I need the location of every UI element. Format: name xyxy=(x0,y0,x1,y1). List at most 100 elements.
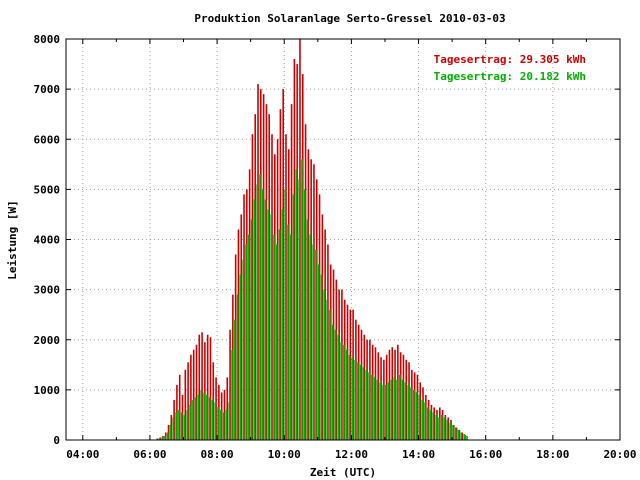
bar-series-2 xyxy=(460,432,463,440)
y-tick-label: 6000 xyxy=(34,133,61,146)
bar-series-2 xyxy=(368,372,370,440)
bar-series-2 xyxy=(455,427,457,440)
bar-series-2 xyxy=(192,399,194,440)
bar-series-2 xyxy=(365,369,368,440)
bar-series-2 xyxy=(438,417,440,440)
bar-series-2 xyxy=(393,377,396,440)
bar-series-2 xyxy=(443,417,446,440)
bar-series-2 xyxy=(169,424,172,440)
bar-series-1 xyxy=(209,337,212,440)
y-tick-label: 1000 xyxy=(34,384,61,397)
bar-series-2 xyxy=(399,374,401,440)
bar-series-2 xyxy=(183,414,186,440)
bar-series-2 xyxy=(234,319,236,440)
bar-series-2 xyxy=(197,394,200,440)
bar-series-1 xyxy=(192,349,195,440)
bar-series-2 xyxy=(435,414,438,440)
bar-series-2 xyxy=(222,412,225,440)
y-tick-label: 0 xyxy=(53,434,60,447)
bar-series-2 xyxy=(379,382,382,440)
x-axis-label: Zeit (UTC) xyxy=(310,466,376,479)
x-tick-label: 12:00 xyxy=(335,448,368,461)
bar-series-2 xyxy=(292,194,295,440)
bar-series-2 xyxy=(427,407,429,440)
bar-series-2 xyxy=(203,392,205,440)
bar-series-2 xyxy=(225,409,228,440)
bar-series-2 xyxy=(432,412,435,440)
bar-series-2 xyxy=(351,357,354,440)
y-tick-label: 2000 xyxy=(34,334,61,347)
bar-series-1 xyxy=(178,374,181,440)
bar-series-2 xyxy=(267,209,270,440)
bar-series-2 xyxy=(340,342,342,440)
bar-series-2 xyxy=(250,219,253,440)
bar-series-2 xyxy=(348,354,351,440)
bar-series-2 xyxy=(424,402,426,440)
bar-series-2 xyxy=(315,249,317,440)
bar-series-2 xyxy=(418,394,421,440)
bar-series-2 xyxy=(220,409,222,440)
bar-series-2 xyxy=(284,189,286,440)
bar-series-1 xyxy=(226,377,229,440)
bar-series-2 xyxy=(320,274,323,440)
x-tick-label: 08:00 xyxy=(201,448,234,461)
bar-series-1 xyxy=(195,344,198,440)
bar-series-2 xyxy=(410,387,412,440)
bar-series-2 xyxy=(214,402,217,440)
bar-series-2 xyxy=(382,384,384,440)
bar-series-2 xyxy=(264,199,267,440)
bar-series-2 xyxy=(236,294,239,440)
bar-series-2 xyxy=(309,234,312,440)
bar-series-2 xyxy=(281,209,284,440)
bar-series-2 xyxy=(253,199,256,440)
bar-series-2 xyxy=(303,189,306,440)
bar-series-2 xyxy=(463,433,465,440)
bar-series-2 xyxy=(189,404,191,440)
bar-series-2 xyxy=(326,299,328,440)
bar-series-2 xyxy=(228,402,231,440)
x-tick-label: 10:00 xyxy=(268,448,301,461)
bar-series-1 xyxy=(198,334,201,440)
bar-series-2 xyxy=(331,324,334,440)
y-tick-label: 8000 xyxy=(34,33,61,46)
bar-series-2 xyxy=(457,429,460,440)
bar-series-1 xyxy=(204,342,206,440)
bar-series-2 xyxy=(371,374,373,440)
bar-series-2 xyxy=(343,344,345,440)
bar-series-2 xyxy=(295,169,298,440)
bar-series-1 xyxy=(201,332,203,440)
bar-series-2 xyxy=(262,189,264,440)
bar-series-2 xyxy=(337,334,340,440)
bar-series-2 xyxy=(164,435,166,440)
bar-series-2 xyxy=(175,412,177,440)
bar-series-2 xyxy=(449,422,452,440)
bar-series-2 xyxy=(354,359,356,440)
bar-series-2 xyxy=(404,382,407,440)
bar-series-2 xyxy=(329,309,331,440)
bar-series-2 xyxy=(452,424,454,440)
bar-series-2 xyxy=(298,179,300,440)
bar-series-2 xyxy=(429,409,432,440)
bar-series-2 xyxy=(242,259,245,440)
bar-series-2 xyxy=(287,224,289,440)
legend-entry: Tagesertrag: 29.305 kWh xyxy=(434,53,586,66)
bar-series-2 xyxy=(396,379,398,440)
bar-series-1 xyxy=(190,354,192,440)
bar-series-2 xyxy=(387,382,390,440)
bar-series-2 xyxy=(158,438,161,440)
bar-series-2 xyxy=(186,409,189,440)
bar-series-2 xyxy=(301,159,303,441)
bar-series-1 xyxy=(229,329,231,440)
bar-series-1 xyxy=(184,369,187,440)
x-tick-label: 16:00 xyxy=(469,448,502,461)
bar-series-2 xyxy=(357,362,359,440)
bar-series-2 xyxy=(362,367,365,440)
bar-series-2 xyxy=(248,234,250,440)
bar-series-2 xyxy=(306,219,309,440)
grid-layer xyxy=(66,39,620,440)
y-tick-label: 4000 xyxy=(34,234,61,247)
bar-series-2 xyxy=(239,274,242,440)
legend: Tagesertrag: 29.305 kWh Tagesertrag: 20.1… xyxy=(434,53,586,83)
bar-series-2 xyxy=(413,389,415,440)
bar-series-2 xyxy=(289,234,292,440)
